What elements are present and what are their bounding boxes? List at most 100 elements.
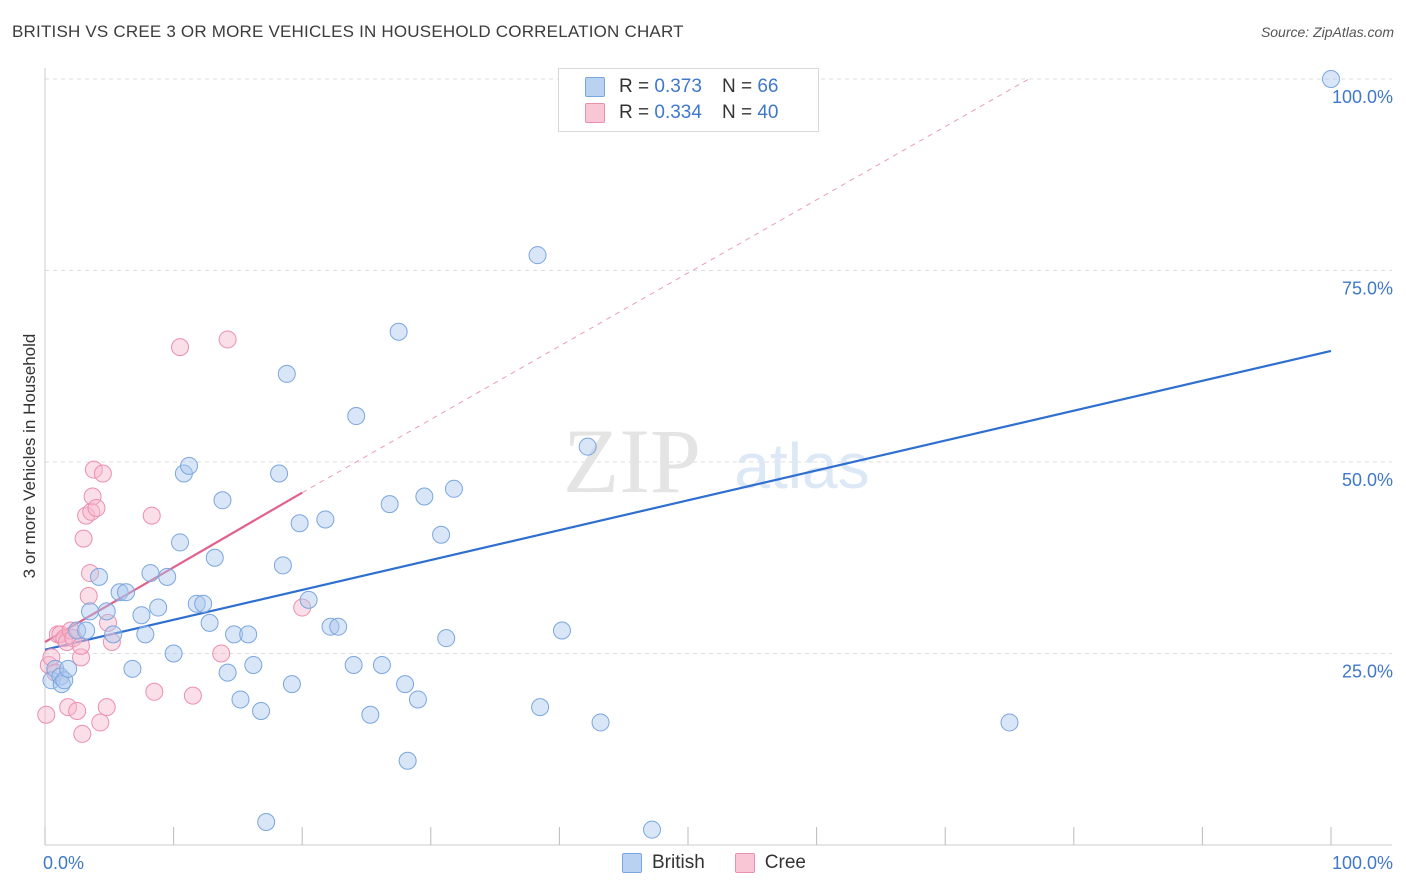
british-point [380,495,399,514]
british-point [158,567,177,586]
british-points [42,70,1340,839]
british-point [194,594,213,613]
cree-r-label: R = [619,102,650,123]
british-point [141,564,160,583]
cree-point [183,686,202,705]
british-point [132,606,151,625]
british-trend-line [44,349,1332,651]
british-point [389,322,408,341]
british-point [578,437,597,456]
y-tick-label: 25.0% [1342,662,1393,682]
source-credit: Source: ZipAtlas.com [1260,24,1394,40]
british-point [642,820,661,839]
legend-row-british: R = 0.373 N = 66 [585,75,778,99]
y-axis-label: 3 or more Vehicles in Household [20,333,39,579]
x-tick-label: 0.0% [43,853,84,873]
british-point [81,602,100,621]
bottom-legend: British Cree [622,852,836,874]
cree-points [37,330,312,743]
british-point [218,663,237,682]
british-point [252,701,271,720]
british-point [42,671,61,690]
cree-point [79,587,98,606]
chart-title: BRITISH VS CREE 3 OR MORE VEHICLES IN HO… [12,22,684,41]
cree-point [68,701,87,720]
cree-point [99,613,118,632]
british-point [437,629,456,648]
y-tick-label: 75.0% [1342,279,1393,299]
british-point [171,533,190,552]
cree-point [142,506,161,525]
british-point [180,456,199,475]
british-point [398,751,417,770]
british-point [90,567,109,586]
british-point [408,690,427,709]
british-point [149,598,168,617]
british-point [591,713,610,732]
british-point [347,407,366,426]
cree-swatch [734,853,755,873]
british-point [231,690,250,709]
british-point [344,655,363,674]
cree-point [81,564,100,583]
cree-point [102,633,121,652]
british-point [299,590,318,609]
british-swatch [622,853,642,873]
british-point [55,671,74,690]
cree-swatch [585,103,605,123]
cree-trend-line [44,491,303,643]
british-point [123,659,142,678]
axes [44,68,1392,846]
british-point [1322,70,1340,88]
british-point [444,479,463,498]
cree-point [91,713,110,732]
british-point [415,487,434,506]
british-r-value: 0.373 [654,76,702,97]
british-point [316,510,335,529]
british-point [396,675,415,694]
cree-point [37,705,56,724]
cree-point [293,598,312,617]
british-swatch [585,77,605,97]
british-point [372,655,391,674]
british-point [282,675,301,694]
watermark-atlas: atlas [734,430,869,502]
british-point [361,705,380,724]
legend: R = 0.373 N = 66 R = 0.334 N = 40 [558,68,819,132]
british-point [528,246,547,265]
british-point [257,813,276,832]
british-point [270,464,289,483]
british-point [68,621,87,640]
british-point [97,602,116,621]
watermark: ZIP atlas [563,410,870,512]
british-point [1000,713,1019,732]
cree-point [87,498,106,517]
british-point [239,625,258,644]
tick-labels: 25.0% 50.0% 75.0% 100.0% 0.0% 100.0% [43,87,1393,873]
british-point [104,625,123,644]
british-point [277,364,296,383]
gridlines [45,78,1392,654]
cree-point [218,330,237,349]
cree-point [171,338,190,357]
cree-n-label: N = [721,102,753,123]
bottom-legend-british: British [622,852,705,874]
cree-n-value: 40 [757,102,779,123]
cree-point [72,636,91,655]
x-tick-label: 100.0% [1332,853,1393,873]
british-point [432,525,451,544]
british-point [273,556,292,575]
cree-point [97,698,116,717]
british-point [200,613,219,632]
british-point [329,617,348,636]
cree-label: Cree [764,852,806,873]
british-point [110,583,129,602]
cree-point [212,644,231,663]
british-point [136,625,155,644]
british-n-label: N = [721,76,753,97]
british-point [164,644,183,663]
cree-point [74,529,93,548]
cree-r-value: 0.334 [654,102,702,123]
cree-point [83,487,102,506]
